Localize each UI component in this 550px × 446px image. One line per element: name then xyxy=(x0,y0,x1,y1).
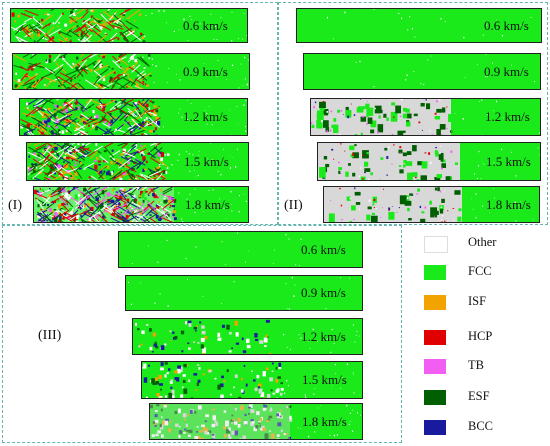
legend-item-bcc: BCC xyxy=(424,418,548,436)
panel-i-bar-1.5: 1.5 km/s xyxy=(26,142,249,181)
panel-i-bar-0.6: 0.6 km/s xyxy=(10,8,248,43)
panel-iii-label: (III) xyxy=(38,328,62,343)
legend-swatch xyxy=(424,330,446,345)
speed-label: 0.6 km/s xyxy=(183,17,228,33)
panel-iii-bar-0.9: 0.9 km/s xyxy=(125,275,363,311)
speed-label: 1.2 km/s xyxy=(301,328,346,344)
panel-iii-bar-1.2: 1.2 km/s xyxy=(132,318,363,355)
panel-ii-label: (II) xyxy=(284,198,303,213)
legend-label: BCC xyxy=(468,419,494,433)
legend-item-hcp: HCP xyxy=(424,328,548,346)
speed-label: 1.5 km/s xyxy=(302,372,347,387)
panel-ii-frame xyxy=(278,2,548,225)
legend-item-isf: ISF xyxy=(424,293,548,311)
speed-label: 1.2 km/s xyxy=(183,109,228,124)
legend-item-esf: ESF xyxy=(424,388,548,406)
speed-label: 1.8 km/s xyxy=(486,196,531,212)
speed-label: 0.6 km/s xyxy=(301,241,346,257)
panel-ii-bar-1.2: 1.2 km/s xyxy=(310,98,541,136)
legend-swatch xyxy=(424,236,448,253)
panel-iii-bar-0.6: 0.6 km/s xyxy=(118,231,363,268)
speed-label: 1.8 km/s xyxy=(302,413,347,429)
panel-iii-bar-1.8: 1.8 km/s xyxy=(149,403,363,440)
legend-swatch xyxy=(424,359,446,374)
speed-label: 1.2 km/s xyxy=(485,109,530,124)
panel-i-label: (I) xyxy=(8,198,22,213)
legend-item-other: Other xyxy=(424,234,548,253)
legend-swatch xyxy=(424,390,446,405)
legend-label: ISF xyxy=(468,294,487,308)
panel-ii-bar-1.5: 1.5 km/s xyxy=(317,142,541,181)
speed-label: 0.9 km/s xyxy=(484,63,529,79)
speed-label: 1.5 km/s xyxy=(184,153,229,169)
panel-i-bar-1.8: 1.8 km/s xyxy=(33,186,249,223)
legend-label: Other xyxy=(468,235,497,249)
speed-label: 0.6 km/s xyxy=(484,17,529,33)
legend-label: FCC xyxy=(468,264,492,278)
panel-i-bar-1.2: 1.2 km/s xyxy=(19,98,248,136)
panel-i-frame xyxy=(2,2,278,225)
legend-label: TB xyxy=(468,358,484,372)
speed-label: 1.5 km/s xyxy=(486,153,531,169)
panel-i-bar-0.9: 0.9 km/s xyxy=(12,53,250,90)
legend-item-tb: TB xyxy=(424,357,548,375)
panel-ii-bar-0.6: 0.6 km/s xyxy=(296,8,542,43)
panel-ii-bar-0.9: 0.9 km/s xyxy=(303,53,541,90)
legend-swatch xyxy=(424,265,446,280)
legend-swatch xyxy=(424,420,446,435)
speed-label: 1.8 km/s xyxy=(185,196,230,212)
legend-item-fcc: FCC xyxy=(424,263,548,281)
panel-iii-bar-1.5: 1.5 km/s xyxy=(141,361,363,399)
speed-label: 0.9 km/s xyxy=(301,285,346,300)
legend-label: HCP xyxy=(468,329,493,343)
legend-swatch xyxy=(424,295,446,310)
panel-ii-bar-1.8: 1.8 km/s xyxy=(323,186,540,223)
speed-label: 0.9 km/s xyxy=(183,63,228,79)
panel-iii-frame xyxy=(2,225,402,443)
legend-label: ESF xyxy=(468,389,490,403)
